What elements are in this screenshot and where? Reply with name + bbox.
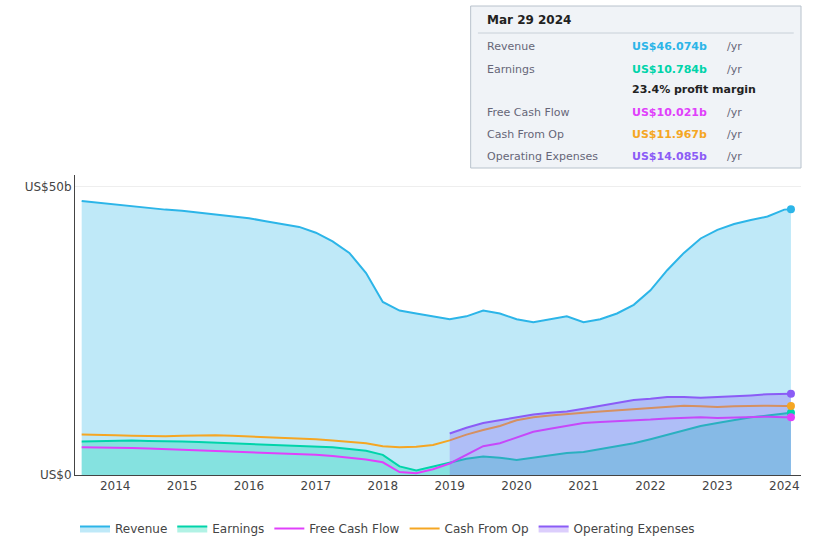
- svg-text:US$14.085b: US$14.085b: [632, 150, 707, 163]
- svg-text:Cash From Op: Cash From Op: [487, 128, 564, 141]
- svg-text:2014: 2014: [100, 479, 131, 493]
- svg-text:/yr: /yr: [727, 150, 742, 163]
- svg-text:2022: 2022: [635, 479, 666, 493]
- svg-text:Operating Expenses: Operating Expenses: [574, 522, 695, 536]
- svg-text:US$10.784b: US$10.784b: [632, 63, 707, 76]
- svg-text:2019: 2019: [434, 479, 465, 493]
- svg-text:US$0: US$0: [40, 468, 72, 482]
- svg-text:Earnings: Earnings: [487, 63, 535, 76]
- svg-text:US$50b: US$50b: [25, 180, 72, 194]
- svg-text:/yr: /yr: [727, 106, 742, 119]
- svg-text:23.4% profit margin: 23.4% profit margin: [632, 83, 756, 96]
- svg-text:Revenue: Revenue: [115, 522, 167, 536]
- svg-text:/yr: /yr: [727, 40, 742, 53]
- svg-text:2023: 2023: [702, 479, 733, 493]
- svg-text:/yr: /yr: [727, 63, 742, 76]
- svg-text:US$11.967b: US$11.967b: [632, 128, 707, 141]
- svg-text:2020: 2020: [501, 479, 532, 493]
- svg-text:Free Cash Flow: Free Cash Flow: [309, 522, 399, 536]
- svg-text:Mar 29 2024: Mar 29 2024: [487, 13, 571, 27]
- svg-text:Cash From Op: Cash From Op: [445, 522, 529, 536]
- svg-text:2021: 2021: [568, 479, 599, 493]
- svg-text:Operating Expenses: Operating Expenses: [487, 150, 598, 163]
- svg-text:/yr: /yr: [727, 128, 742, 141]
- svg-text:2015: 2015: [167, 479, 198, 493]
- svg-text:US$46.074b: US$46.074b: [632, 40, 707, 53]
- svg-text:US$10.021b: US$10.021b: [632, 106, 707, 119]
- svg-text:2018: 2018: [368, 479, 399, 493]
- svg-text:2017: 2017: [301, 479, 332, 493]
- svg-text:2016: 2016: [234, 479, 265, 493]
- svg-text:2024: 2024: [769, 479, 800, 493]
- svg-text:Free Cash Flow: Free Cash Flow: [487, 106, 570, 119]
- svg-text:Earnings: Earnings: [212, 522, 264, 536]
- svg-text:Revenue: Revenue: [487, 40, 535, 53]
